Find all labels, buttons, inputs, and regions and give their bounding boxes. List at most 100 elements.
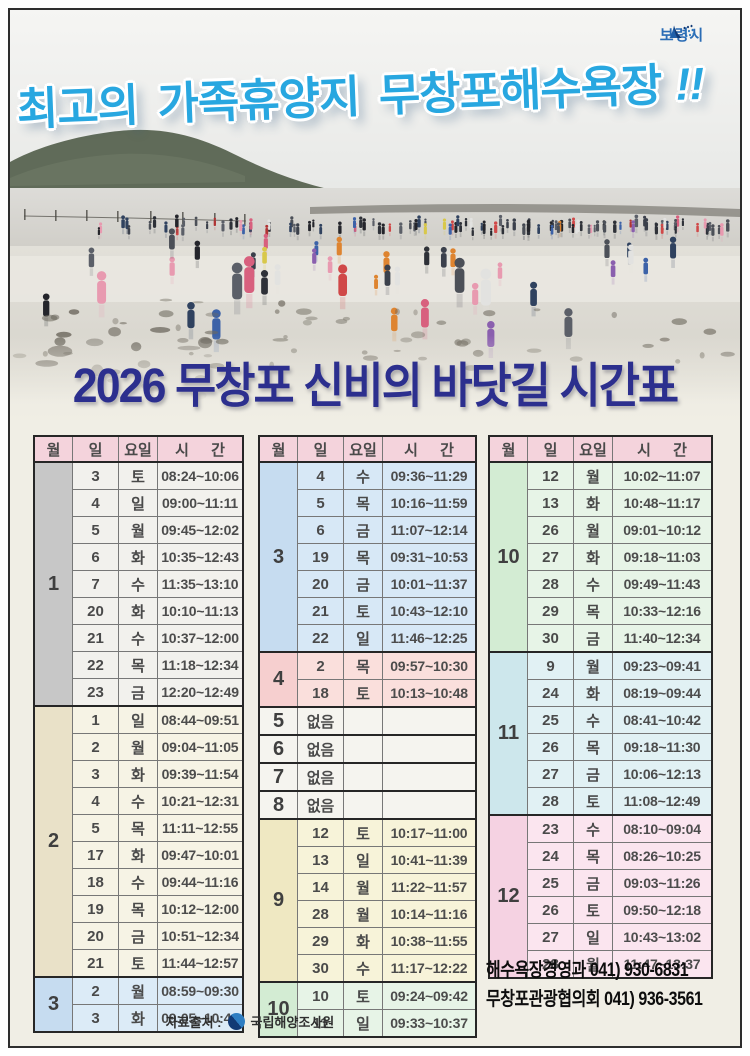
time-cell: 10:12~12:00 [157, 895, 244, 923]
weekday-cell: 화 [118, 543, 158, 571]
time-cell [382, 762, 477, 792]
day-cell: 3 [72, 461, 119, 490]
schedule-row: 23 금 12:20~12:49 [34, 678, 244, 707]
weekday-cell: 금 [573, 869, 613, 897]
schedule-row: 20 금 10:01~11:37 [259, 570, 477, 598]
schedule-row: 26 토 09:50~12:18 [489, 896, 713, 924]
column-header: 요일 [118, 435, 158, 463]
day-cell: 없음 [297, 762, 344, 792]
tide-table-middle: 월 일 요일 시 간 3 4 수 09:36~11:29 5 목 10:16~11:59 6 금 11:0… [258, 435, 477, 1038]
day-cell: 21 [72, 624, 119, 652]
month-cell: 6 [258, 734, 298, 764]
column-header: 월 [488, 435, 528, 463]
time-cell: 10:38~11:55 [382, 927, 477, 955]
weekday-cell [343, 734, 383, 764]
column-header: 요일 [343, 435, 383, 463]
day-cell: 7 [72, 570, 119, 598]
time-cell: 09:57~10:30 [382, 651, 477, 680]
schedule-row: 21 수 10:37~12:00 [34, 624, 244, 652]
weekday-cell: 금 [573, 624, 613, 653]
time-cell: 10:10~11:13 [157, 597, 244, 625]
schedule-row: 11 9 월 09:23~09:41 [488, 651, 713, 816]
weekday-cell: 목 [573, 842, 613, 870]
time-cell: 09:18~11:30 [612, 733, 713, 761]
time-cell: 08:59~09:30 [157, 976, 244, 1005]
weekday-cell: 일 [343, 846, 383, 874]
day-cell: 13 [527, 489, 574, 517]
time-cell: 08:44~09:51 [157, 705, 244, 734]
column-header: 요일 [573, 435, 613, 463]
time-cell: 09:33~10:37 [382, 1009, 477, 1038]
day-cell: 3 [72, 760, 119, 788]
time-cell: 11:07~12:14 [382, 516, 477, 544]
schedule-row: 20 금 10:51~12:34 [34, 922, 244, 950]
day-cell: 27 [527, 923, 574, 951]
time-cell: 12:20~12:49 [157, 678, 244, 707]
time-cell: 09:31~10:53 [382, 543, 477, 571]
day-cell: 27 [527, 543, 574, 571]
day-cell: 18 [297, 679, 344, 708]
time-cell: 09:23~09:41 [612, 651, 713, 680]
day-cell: 2 [72, 976, 119, 1005]
day-cell: 없음 [297, 706, 344, 736]
day-cell: 18 [72, 868, 119, 896]
beach-scenery [10, 10, 740, 425]
weekday-cell: 월 [118, 733, 158, 761]
day-cell: 5 [72, 814, 119, 842]
weekday-cell: 월 [118, 976, 158, 1005]
day-cell: 29 [527, 597, 574, 625]
day-cell: 19 [297, 543, 344, 571]
day-cell: 없음 [297, 734, 344, 764]
schedule-row: 8 없음 [258, 790, 477, 820]
time-cell: 09:24~09:42 [382, 981, 477, 1010]
weekday-cell: 월 [573, 516, 613, 544]
day-cell: 17 [72, 841, 119, 869]
column-header: 일 [297, 435, 344, 463]
schedule-row: 2 월 09:04~11:05 [34, 733, 244, 761]
time-cell: 10:14~11:16 [382, 900, 477, 928]
tide-table-right: 월 일 요일 시 간 10 12 월 10:02~11:07 13 화 10:48~11:17 26 월… [488, 435, 713, 979]
month-cell: 1 [33, 461, 73, 707]
weekday-cell: 월 [573, 651, 613, 680]
weekday-cell: 화 [118, 760, 158, 788]
month-cell: 9 [258, 818, 298, 983]
time-cell: 11:18~12:34 [157, 651, 244, 679]
weekday-cell: 토 [573, 787, 613, 816]
day-cell: 28 [527, 787, 574, 816]
time-cell: 10:43~13:02 [612, 923, 713, 951]
weekday-cell: 월 [343, 900, 383, 928]
day-cell: 2 [297, 651, 344, 680]
day-cell: 3 [72, 1004, 119, 1033]
day-cell: 6 [72, 543, 119, 571]
day-cell: 28 [527, 570, 574, 598]
weekday-cell: 월 [118, 516, 158, 544]
source-label: 자료출처 : [165, 1015, 222, 1030]
schedule-row: 5 없음 [258, 706, 477, 736]
tide-table-left: 월 일 요일 시 간 1 3 토 08:24~10:06 4 일 09:00~11:11 5 월 09:4… [33, 435, 244, 1033]
month-cell: 3 [258, 461, 298, 653]
day-cell: 9 [527, 651, 574, 680]
time-cell: 10:37~12:00 [157, 624, 244, 652]
schedule-row: 4 일 09:00~11:11 [34, 489, 244, 517]
data-source: 자료출처 : 국립해양조사원 [30, 1012, 470, 1031]
schedule-row: 30 수 11:17~12:22 [259, 954, 477, 983]
weekday-cell: 화 [573, 489, 613, 517]
time-cell: 09:36~11:29 [382, 461, 477, 490]
day-cell: 30 [527, 624, 574, 653]
schedule-row: 11 일 09:33~10:37 [259, 1009, 477, 1038]
day-cell: 22 [297, 624, 344, 653]
schedule-row: 28 수 09:49~11:43 [489, 570, 713, 598]
time-cell: 09:04~11:05 [157, 733, 244, 761]
day-cell: 20 [297, 570, 344, 598]
time-cell: 09:50~12:18 [612, 896, 713, 924]
weekday-cell: 일 [343, 1009, 383, 1038]
weekday-cell: 목 [118, 814, 158, 842]
day-cell: 19 [72, 895, 119, 923]
weekday-cell: 토 [343, 818, 383, 847]
schedule-row: 3 4 수 09:36~11:29 [258, 461, 477, 653]
weekday-cell [343, 762, 383, 792]
weekday-cell: 월 [573, 461, 613, 490]
time-cell: 09:39~11:54 [157, 760, 244, 788]
beach-photo: 최고의 가족휴양지 무창포해수욕장!! 보령시 [10, 10, 740, 425]
